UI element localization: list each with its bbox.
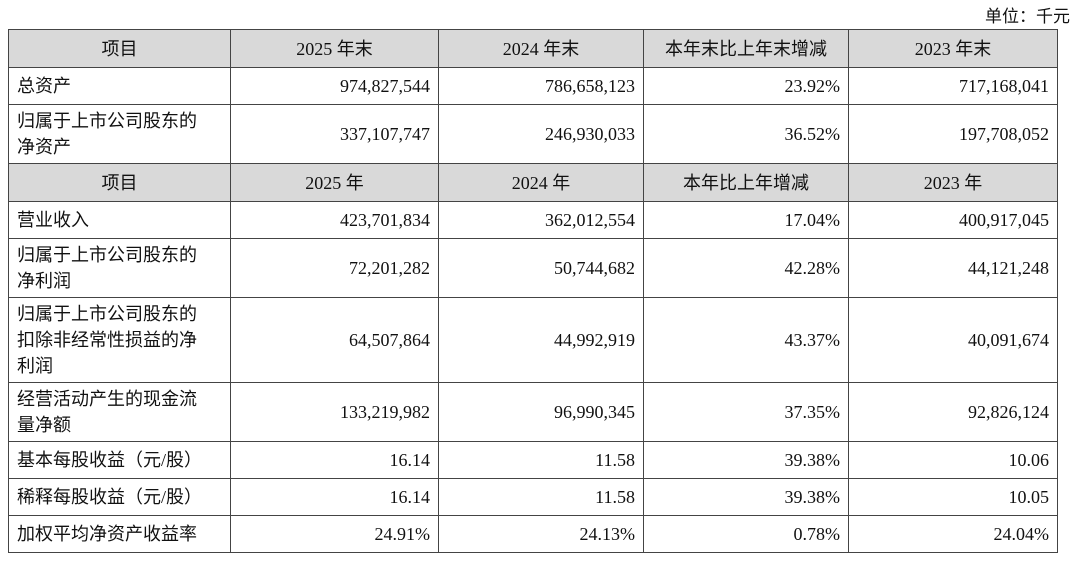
value-cell: 44,121,248 [848,238,1058,298]
value-cell: 11.58 [438,478,644,516]
header-row: 项目 2025 年 2024 年本年比上年增减 2023 年 [8,163,1058,202]
value-cell: 0.78% [643,515,849,553]
value-cell: 39.38% [643,441,849,479]
table-body: 项目 2025 年末 2024 年末 本年末比上年末增减 2023 年末 总资产 974,8… [8,29,1058,553]
value-cell: 39.38% [643,478,849,516]
value-cell: 96,990,345 [438,382,644,442]
value-cell: 10.06 [848,441,1058,479]
data-row: 营业收入 423,701,834 362,012,554 17.04% 400,917,… [8,201,1058,239]
value-cell: 16.14 [230,478,439,516]
value-cell: 36.52% [643,104,849,164]
header-cell: 项目 [8,29,231,68]
data-table: 项目 2025 年末 2024 年末 本年末比上年末增减 2023 年末 总资产 974,8… [8,29,1058,553]
value-cell: 16.14 [230,441,439,479]
data-row: 归属于上市公司股东的扣除非经常性损益的净利润 64,507,864 44,992,9… [8,297,1058,383]
row-label: 稀释每股收益（元/股） [8,478,231,516]
value-cell: 42.28% [643,238,849,298]
value-cell: 337,107,747 [230,104,439,164]
value-cell: 50,744,682 [438,238,644,298]
unit-note: 单位：千元 [985,7,1070,26]
value-cell: 246,930,033 [438,104,644,164]
header-cell: 本年比上年增减 [643,163,849,202]
data-row: 总资产 974,827,544 786,658,123 23.92% 717,168,0… [8,67,1058,105]
header-cell: 2024 年末 [438,29,644,68]
header-cell: 2024 年 [438,163,644,202]
data-row: 归属于上市公司股东的净资产 337,107,747 246,930,033 36.52… [8,104,1058,164]
data-row: 归属于上市公司股东的净利润 72,201,282 50,744,682 42.28% 4… [8,238,1058,298]
value-cell: 362,012,554 [438,201,644,239]
header-row: 项目 2025 年末 2024 年末 本年末比上年末增减 2023 年末 [8,29,1058,68]
value-cell: 423,701,834 [230,201,439,239]
value-cell: 43.37% [643,297,849,383]
data-row: 稀释每股收益（元/股） 16.14 11.58 39.38% 10.05 [8,478,1058,516]
row-label: 经营活动产生的现金流量净额 [8,382,231,442]
value-cell: 717,168,041 [848,67,1058,105]
value-cell: 11.58 [438,441,644,479]
value-cell: 400,917,045 [848,201,1058,239]
header-cell: 2023 年末 [848,29,1058,68]
value-cell: 133,219,982 [230,382,439,442]
row-label: 总资产 [8,67,231,105]
value-cell: 72,201,282 [230,238,439,298]
value-cell: 40,091,674 [848,297,1058,383]
header-cell: 2023 年 [848,163,1058,202]
value-cell: 197,708,052 [848,104,1058,164]
value-cell: 37.35% [643,382,849,442]
value-cell: 17.04% [643,201,849,239]
header-cell: 2025 年末 [230,29,439,68]
value-cell: 24.04% [848,515,1058,553]
data-row: 基本每股收益（元/股） 16.14 11.58 39.38% 10.06 [8,441,1058,479]
row-label: 营业收入 [8,201,231,239]
row-label: 基本每股收益（元/股） [8,441,231,479]
value-cell: 64,507,864 [230,297,439,383]
header-cell: 项目 [8,163,231,202]
value-cell: 44,992,919 [438,297,644,383]
data-row: 经营活动产生的现金流量净额 133,219,982 96,990,345 37.35%… [8,382,1058,442]
value-cell: 24.13% [438,515,644,553]
row-label: 归属于上市公司股东的扣除非经常性损益的净利润 [8,297,231,383]
value-cell: 23.92% [643,67,849,105]
value-cell: 24.91% [230,515,439,553]
value-cell: 974,827,544 [230,67,439,105]
value-cell: 10.05 [848,478,1058,516]
value-cell: 786,658,123 [438,67,644,105]
row-label: 归属于上市公司股东的净利润 [8,238,231,298]
header-cell: 本年末比上年末增减 [643,29,849,68]
row-label: 归属于上市公司股东的净资产 [8,104,231,164]
header-cell: 2025 年 [230,163,439,202]
value-cell: 92,826,124 [848,382,1058,442]
data-row: 加权平均净资产收益率 24.91% 24.13% 0.78% 24.04% [8,515,1058,553]
row-label: 加权平均净资产收益率 [8,515,231,553]
